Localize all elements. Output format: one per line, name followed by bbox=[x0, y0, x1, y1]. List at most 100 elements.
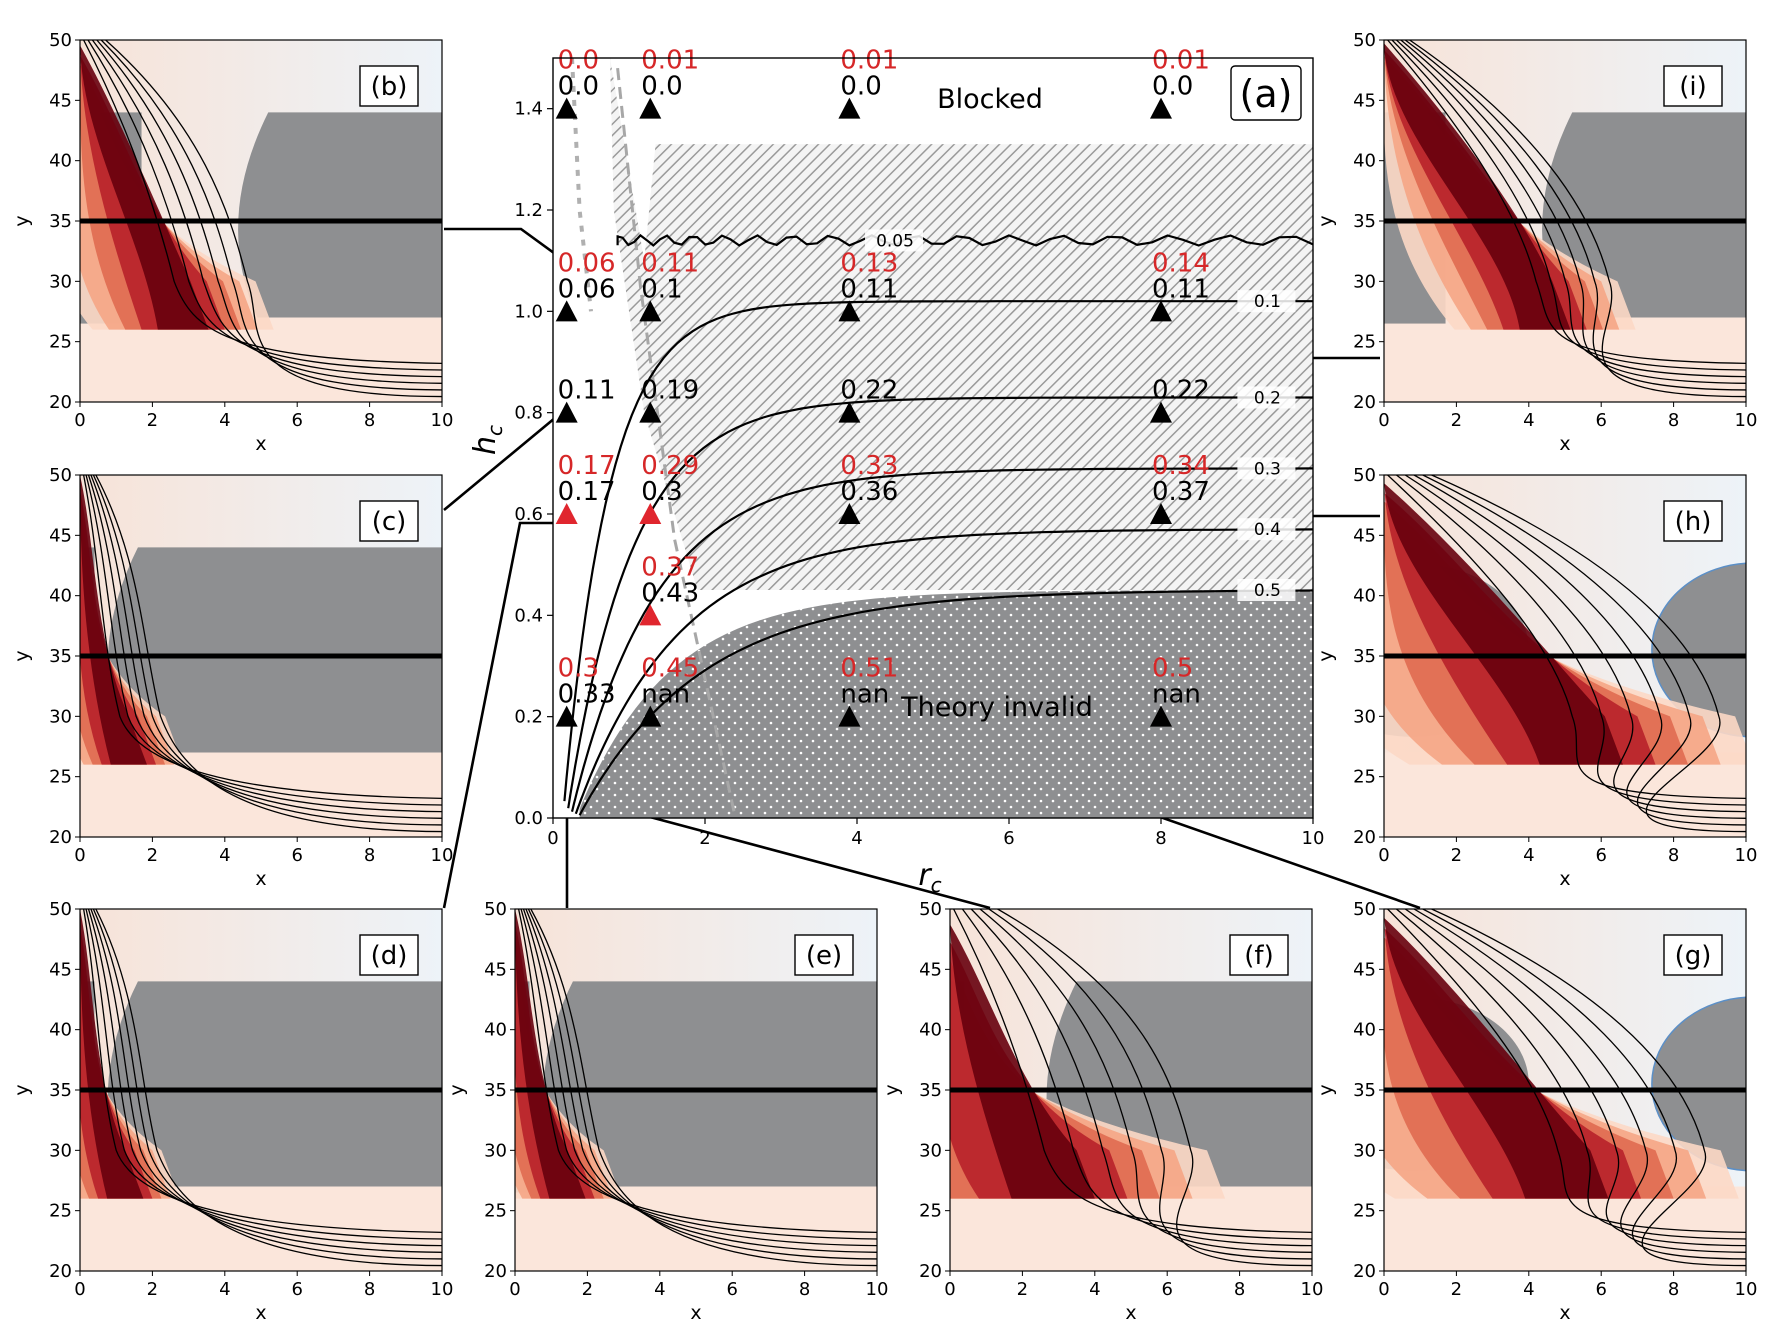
x-axis-label: x bbox=[1559, 1302, 1570, 1324]
flow-panel-h: 0 2 4 6 8 10 20 25 30 35 40 45 50 x y (h) bbox=[1315, 465, 1757, 890]
x-axis-label: x bbox=[255, 1302, 266, 1324]
y-tick-label: 20 bbox=[1353, 827, 1376, 848]
y-tick-label: 25 bbox=[919, 1201, 942, 1222]
case-marker bbox=[639, 300, 662, 322]
streamline bbox=[92, 475, 442, 826]
streamline bbox=[87, 40, 442, 371]
streamline bbox=[1409, 40, 1746, 398]
x-tick-label: 0 bbox=[74, 845, 85, 866]
y-axis-label: y bbox=[1315, 1084, 1337, 1095]
y-tick-label: 25 bbox=[1353, 767, 1376, 788]
y-axis-label: y bbox=[1315, 650, 1337, 661]
result-value-label: 0.43 bbox=[641, 578, 699, 608]
y-tick-label: 35 bbox=[49, 646, 72, 667]
y-tick-label: 35 bbox=[919, 1080, 942, 1101]
contour-label-bg bbox=[1237, 290, 1296, 313]
y-tick-label: 30 bbox=[919, 1140, 942, 1161]
contour-label-bg bbox=[1237, 457, 1296, 480]
x-tick-label: 10 bbox=[431, 410, 454, 431]
y-tick-label: 35 bbox=[1353, 211, 1376, 232]
y-tick-label: 50 bbox=[1353, 899, 1376, 920]
plume-band bbox=[515, 909, 586, 1199]
result-value-label: 0.11 bbox=[1152, 274, 1210, 304]
y-tick-label: 50 bbox=[1353, 30, 1376, 51]
case-marker bbox=[639, 401, 662, 423]
streamline bbox=[1404, 40, 1746, 391]
x-tick-label: 6 bbox=[291, 845, 302, 866]
x-tick-label: 0 bbox=[1378, 410, 1389, 431]
flow-panel-c: 0 2 4 6 8 10 20 25 30 35 40 45 50 x y (c) bbox=[11, 465, 453, 890]
contour-label-bg bbox=[865, 229, 923, 252]
x-tick-label: 2 bbox=[1017, 1279, 1028, 1300]
y-tick-label: 45 bbox=[49, 525, 72, 546]
theory-invalid-label: Theory invalid bbox=[900, 692, 1093, 723]
x-tick-label: 0 bbox=[547, 828, 558, 849]
x-tick-label: 6 bbox=[726, 1279, 737, 1300]
y-tick-label: 25 bbox=[484, 1201, 507, 1222]
x-tick-label: 2 bbox=[147, 1279, 158, 1300]
x-tick-label: 4 bbox=[219, 410, 230, 431]
x-tick-label: 4 bbox=[1089, 1279, 1100, 1300]
theory-value-label: 0.11 bbox=[641, 248, 699, 278]
plume-band bbox=[1384, 909, 1609, 1199]
streamline bbox=[520, 909, 877, 1240]
obstacle-right bbox=[1542, 112, 1746, 318]
case-marker bbox=[838, 705, 861, 727]
streamline bbox=[530, 909, 877, 1267]
streamline bbox=[1413, 475, 1746, 819]
streamline bbox=[82, 909, 442, 1234]
y-tick-label: 1.2 bbox=[514, 200, 543, 221]
x-tick-label: 10 bbox=[1302, 828, 1325, 849]
y-tick-label: 20 bbox=[1353, 1261, 1376, 1282]
x-tick-label: 2 bbox=[147, 845, 158, 866]
panel-label-box bbox=[1663, 65, 1723, 107]
theory-invalid-region bbox=[579, 590, 1313, 818]
streamline bbox=[90, 475, 442, 819]
y-tick-label: 25 bbox=[1353, 332, 1376, 353]
theory-value-label: 0.34 bbox=[1152, 451, 1210, 481]
y-tick-label: 45 bbox=[1353, 959, 1376, 980]
contour-label-bg bbox=[1237, 518, 1296, 541]
flow-panel-e: 0 2 4 6 8 10 20 25 30 35 40 45 50 x y (e) bbox=[446, 899, 888, 1324]
streamline bbox=[83, 40, 442, 365]
streamline bbox=[953, 909, 1312, 1234]
result-value-label: nan bbox=[840, 680, 889, 710]
y-axis-label: y bbox=[446, 1084, 468, 1095]
streamline bbox=[87, 909, 442, 1247]
y-tick-label: 45 bbox=[919, 959, 942, 980]
y-tick-label: 20 bbox=[49, 392, 72, 413]
plume-band bbox=[1384, 475, 1623, 765]
x-axis-label: x bbox=[1559, 868, 1570, 890]
y-tick-label: 30 bbox=[484, 1140, 507, 1161]
panel-label: (d) bbox=[371, 941, 408, 971]
case-marker bbox=[639, 97, 662, 119]
result-value-label: 0.37 bbox=[1152, 477, 1210, 507]
x-tick-label: 8 bbox=[364, 845, 375, 866]
result-value-label: 0.33 bbox=[558, 680, 616, 710]
result-value-label: 0.11 bbox=[558, 376, 616, 406]
plume-band bbox=[1384, 475, 1689, 765]
y-tick-label: 50 bbox=[49, 899, 72, 920]
case-marker bbox=[1150, 401, 1172, 423]
y-tick-label: 30 bbox=[49, 271, 72, 292]
x-tick-label: 0 bbox=[944, 1279, 955, 1300]
x-tick-label: 6 bbox=[1595, 845, 1606, 866]
panel-label-box bbox=[359, 934, 419, 976]
y-tick-label: 50 bbox=[484, 899, 507, 920]
contour-label-bg bbox=[1237, 386, 1296, 409]
theory-value-label: 0.17 bbox=[558, 451, 616, 481]
obstacle-right bbox=[107, 547, 442, 753]
plume-band bbox=[80, 475, 147, 765]
y-tick-label: 20 bbox=[1353, 392, 1376, 413]
y-tick-label: 40 bbox=[49, 1020, 72, 1041]
streamline bbox=[1431, 909, 1746, 1267]
result-value-label: 0.17 bbox=[558, 477, 616, 507]
case-marker bbox=[639, 705, 662, 727]
x-tick-label: 0 bbox=[509, 1279, 520, 1300]
y-tick-label: 35 bbox=[484, 1080, 507, 1101]
streamline bbox=[1387, 40, 1746, 365]
y-tick-label: 20 bbox=[484, 1261, 507, 1282]
contour-label: 0.05 bbox=[876, 231, 914, 251]
x-tick-label: 2 bbox=[147, 410, 158, 431]
y-tick-label: 25 bbox=[49, 1201, 72, 1222]
